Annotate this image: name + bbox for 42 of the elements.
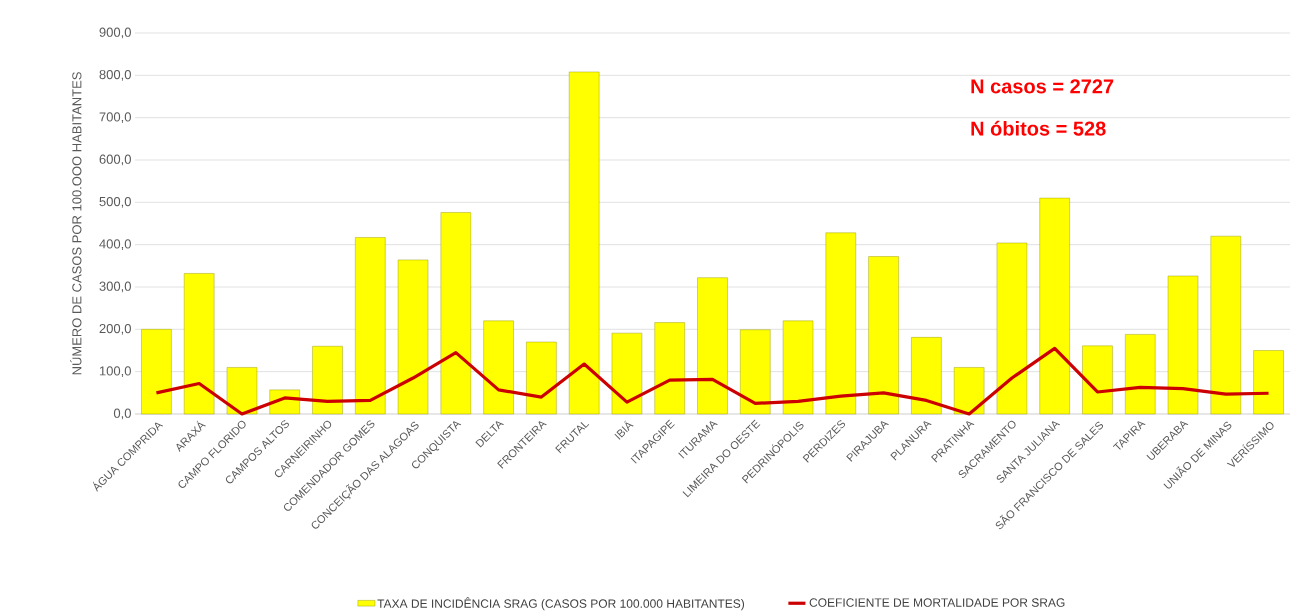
y-tick-label: 800,0 [99,69,131,81]
bar [782,320,814,415]
bar [440,212,471,415]
bar [611,332,643,415]
y-tick-label: 900,0 [99,27,131,39]
y-tick-label: 200,0 [99,323,131,335]
bar [312,346,343,415]
y-tick-label: 400,0 [99,239,131,251]
y-tick-label: 600,0 [99,154,131,166]
y-axis-title: NÚMERO DE CASOS POR 100.OOO HABITANTES [70,72,82,375]
bar [697,277,728,415]
bar [1210,235,1241,415]
bar [355,237,386,415]
y-tick-label: 500,0 [99,196,131,208]
annotation: N casos = 2727 [971,79,1114,94]
line-series [154,346,1271,416]
bar [1253,350,1284,415]
bar [1082,345,1113,415]
bar [1039,197,1070,415]
bar [568,71,600,415]
bar [953,367,985,415]
y-tick-label: 300,0 [99,281,131,293]
bar [184,273,215,415]
bar [911,337,942,415]
bar [740,329,771,415]
bar [1167,275,1199,415]
bar [868,256,899,415]
legend-label: COEFICIENTE DE MORTALIDADE POR SRAG [809,598,1065,607]
bar [1125,334,1156,415]
legend-label: TAXA DE INCIDÊNCIA SRAG (CASOS POR 100.000 HABITANTES) [377,597,745,611]
y-tick-label: 0,0 [113,408,131,420]
y-tick-label: 100,0 [99,366,131,378]
bar [397,259,429,415]
bar [996,242,1028,415]
bar [654,322,685,415]
bar [226,367,258,415]
y-tick-label: 700,0 [99,112,131,124]
bar [825,232,856,415]
bar [483,320,514,415]
annotation: N óbitos = 528 [971,120,1106,136]
bar [141,329,172,415]
bar [526,341,557,415]
